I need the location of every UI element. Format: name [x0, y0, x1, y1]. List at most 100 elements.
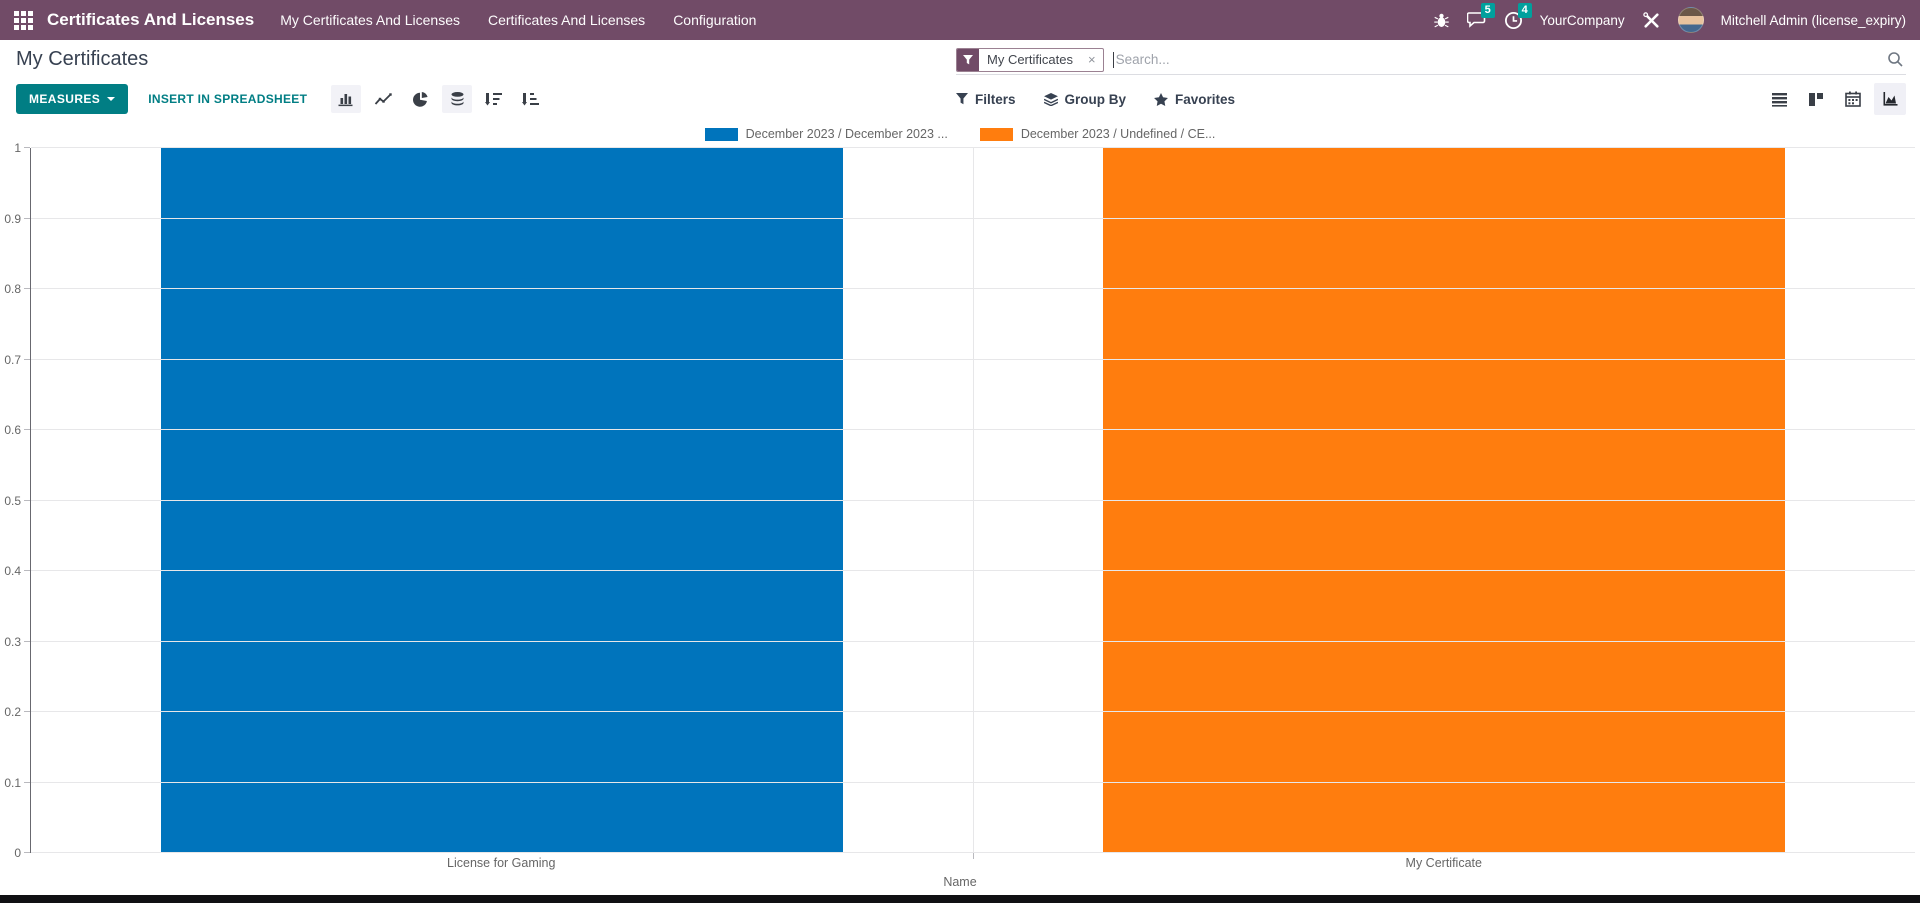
user-menu[interactable]: Mitchell Admin (license_expiry) — [1720, 12, 1906, 28]
user-avatar[interactable] — [1677, 7, 1704, 33]
chevron-down-icon — [107, 97, 116, 101]
search-input[interactable]: Search... — [1115, 52, 1170, 67]
x-axis-title: Name — [943, 875, 977, 889]
messages-icon[interactable]: 5 — [1466, 3, 1495, 29]
debug-bug-icon[interactable] — [1433, 12, 1450, 29]
legend-item[interactable]: December 2023 / December 2023 ... — [704, 127, 948, 141]
bar[interactable] — [160, 148, 843, 853]
x-axis-tick — [972, 853, 974, 859]
facet-filter-icon — [957, 48, 979, 71]
search-icon[interactable] — [1887, 51, 1904, 68]
x-axis-labels: License for Gaming My Certificate — [30, 853, 1915, 871]
bar-group — [31, 148, 974, 853]
legend-swatch — [704, 127, 738, 141]
y-tick-mark — [24, 781, 30, 783]
messages-badge: 5 — [1480, 3, 1495, 18]
y-tick-label: 0.8 — [4, 282, 21, 296]
y-tick-mark — [24, 217, 30, 219]
y-tick-mark — [24, 499, 30, 501]
plot-groups — [31, 148, 1915, 853]
menu-my-certificates-and-licenses[interactable]: My Certificates And Licenses — [280, 12, 460, 28]
gridline — [31, 499, 1915, 501]
facet-label: My Certificates — [987, 52, 1073, 67]
y-tick-label: 0.3 — [4, 634, 21, 649]
y-tick-mark — [24, 570, 30, 571]
gridline — [31, 358, 1915, 360]
graph-view: December 2023 / December 2023 ... Decembe… — [0, 120, 1920, 895]
systray: 5 4 YourCompany Mitchell Admin (license_… — [1433, 2, 1906, 33]
bar-group — [974, 148, 1916, 853]
facet-remove-button[interactable]: × — [1087, 52, 1096, 67]
plot-wrap: 0 0.1 0.2 0.3 0.4 0.5 0.6 0.7 0.8 0.9 1 — [0, 141, 1920, 860]
line-chart-icon[interactable] — [368, 85, 398, 113]
y-tick-mark — [24, 147, 30, 148]
y-tick-label: 0 — [14, 846, 21, 860]
kanban-view-icon[interactable] — [1800, 83, 1832, 115]
x-category-label: License for Gaming — [447, 856, 556, 870]
company-switcher[interactable]: YourCompany — [1539, 12, 1625, 28]
activities-badge: 4 — [1517, 2, 1532, 18]
insert-in-spreadsheet-button[interactable]: INSERT IN SPREADSHEET — [148, 92, 308, 106]
star-icon — [1154, 92, 1168, 106]
graph-view-icon[interactable] — [1874, 83, 1906, 115]
menu-configuration[interactable]: Configuration — [673, 12, 757, 28]
list-view-icon[interactable] — [1763, 83, 1795, 115]
top-navbar: Certificates And Licenses My Certificate… — [0, 0, 1920, 40]
y-tick-label: 0.9 — [4, 211, 21, 226]
search-facet[interactable]: My Certificates × — [956, 47, 1104, 72]
group-by-button[interactable]: Group By — [1043, 91, 1127, 107]
menu-certificates-and-licenses[interactable]: Certificates And Licenses — [487, 12, 646, 28]
y-tick-label: 0.6 — [4, 423, 21, 437]
favorites-label: Favorites — [1175, 91, 1236, 107]
calendar-view-icon[interactable] — [1837, 83, 1869, 115]
gridline — [31, 852, 1915, 853]
legend-swatch — [979, 127, 1013, 141]
app-menu: My Certificates And Licenses Certificate… — [280, 12, 756, 28]
y-tick-mark — [24, 429, 30, 430]
group-by-label: Group By — [1064, 91, 1127, 107]
y-tick-label: 0.2 — [4, 705, 21, 719]
y-tick-label: 1 — [14, 141, 21, 155]
gridline — [31, 570, 1915, 571]
tools-icon[interactable] — [1642, 11, 1661, 30]
y-tick-mark — [24, 852, 30, 853]
app-brand[interactable]: Certificates And Licenses — [47, 10, 255, 29]
search-bar[interactable]: My Certificates × Search... — [956, 45, 1906, 75]
activities-clock-icon[interactable]: 4 — [1504, 2, 1532, 30]
pie-chart-icon[interactable] — [405, 85, 435, 113]
favorites-button[interactable]: Favorites — [1154, 92, 1235, 107]
y-tick-mark — [24, 640, 30, 642]
stacked-icon[interactable] — [442, 85, 473, 113]
filters-button[interactable]: Filters — [956, 92, 1016, 107]
legend-label: December 2023 / December 2023 ... — [745, 127, 948, 141]
search-options: Filters Group By Favorites — [956, 92, 1235, 107]
x-category-label: My Certificate — [1405, 856, 1482, 870]
sort-desc-icon[interactable] — [479, 85, 509, 113]
bottom-edge — [0, 895, 1920, 903]
gridline — [31, 640, 1915, 642]
filters-label: Filters — [975, 91, 1016, 107]
gridline — [31, 147, 1915, 148]
measures-button[interactable]: MEASURES — [16, 84, 129, 114]
y-tick-label: 0.7 — [4, 352, 21, 367]
search-caret — [1112, 51, 1114, 68]
chart-type-buttons — [331, 85, 546, 113]
plot-area — [30, 147, 1915, 853]
chart-legend: December 2023 / December 2023 ... Decembe… — [0, 120, 1920, 148]
y-axis: 0 0.1 0.2 0.3 0.4 0.5 0.6 0.7 0.8 0.9 1 — [0, 141, 30, 860]
y-tick-label: 0.5 — [4, 493, 21, 508]
apps-menu-icon[interactable] — [14, 10, 33, 30]
y-tick-label: 0.4 — [4, 564, 21, 578]
filter-icon — [956, 93, 968, 105]
bar[interactable] — [1103, 148, 1786, 853]
gridline — [31, 217, 1915, 219]
gridline — [31, 429, 1915, 430]
layers-icon — [1043, 92, 1058, 106]
y-tick-label: 0.1 — [4, 775, 21, 790]
breadcrumb-row: My Certificates My Certificates × Search… — [0, 40, 1920, 78]
bar-chart-icon[interactable] — [331, 85, 362, 113]
legend-item[interactable]: December 2023 / Undefined / CE... — [979, 127, 1215, 141]
toolbar-row: MEASURES INSERT IN SPREADSHEET Filters — [0, 78, 1920, 120]
y-tick-mark — [24, 358, 30, 360]
sort-asc-icon[interactable] — [516, 85, 546, 113]
